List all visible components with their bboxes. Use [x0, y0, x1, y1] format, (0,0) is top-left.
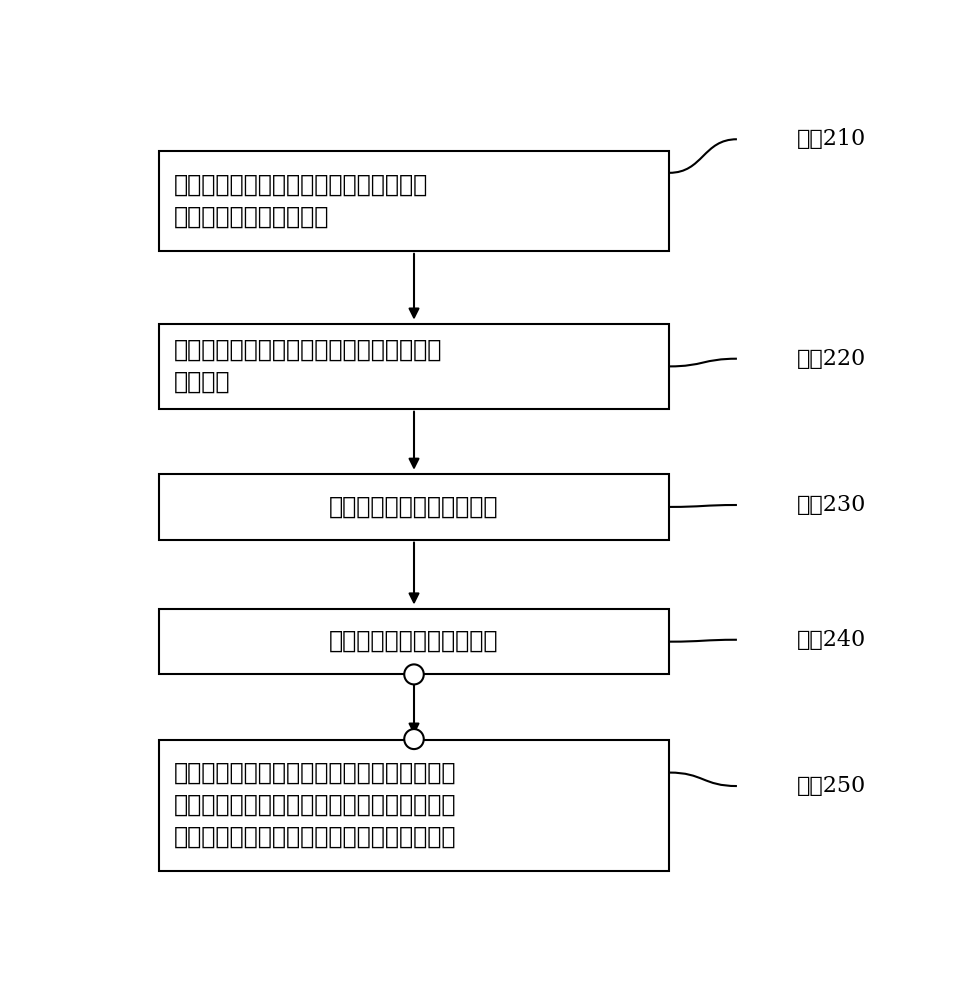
FancyBboxPatch shape — [159, 474, 670, 540]
FancyBboxPatch shape — [159, 151, 670, 251]
Text: 步骤240: 步骤240 — [797, 629, 866, 651]
Circle shape — [404, 729, 423, 749]
Text: 步骤230: 步骤230 — [797, 494, 866, 516]
Circle shape — [404, 664, 423, 684]
Text: 所述无人机通过所述距离传感器获得垂直
传感方向上的第一障碍物: 所述无人机通过所述距离传感器获得垂直 传感方向上的第一障碍物 — [173, 173, 428, 228]
Text: 获得所述无人机距离所述第一障碍物之间的
目标距离: 获得所述无人机距离所述第一障碍物之间的 目标距离 — [173, 339, 442, 394]
FancyBboxPatch shape — [159, 740, 670, 871]
Text: 步骤210: 步骤210 — [797, 128, 866, 150]
Text: 步骤250: 步骤250 — [797, 775, 866, 797]
FancyBboxPatch shape — [159, 609, 670, 674]
Text: 根据所述目标距离、所述安全范围、所述缓冲
范围确定所述无人机执行第一指令，所述第一
指令用于使所述无人机停止在安全范围之外。: 根据所述目标距离、所述安全范围、所述缓冲 范围确定所述无人机执行第一指令，所述第… — [173, 762, 456, 849]
Text: 获得所述无人机的缓冲范围: 获得所述无人机的缓冲范围 — [329, 630, 499, 653]
FancyBboxPatch shape — [159, 324, 670, 409]
Text: 步骤220: 步骤220 — [797, 348, 866, 370]
Text: 获得所述无人机的安全范围: 获得所述无人机的安全范围 — [329, 495, 499, 518]
